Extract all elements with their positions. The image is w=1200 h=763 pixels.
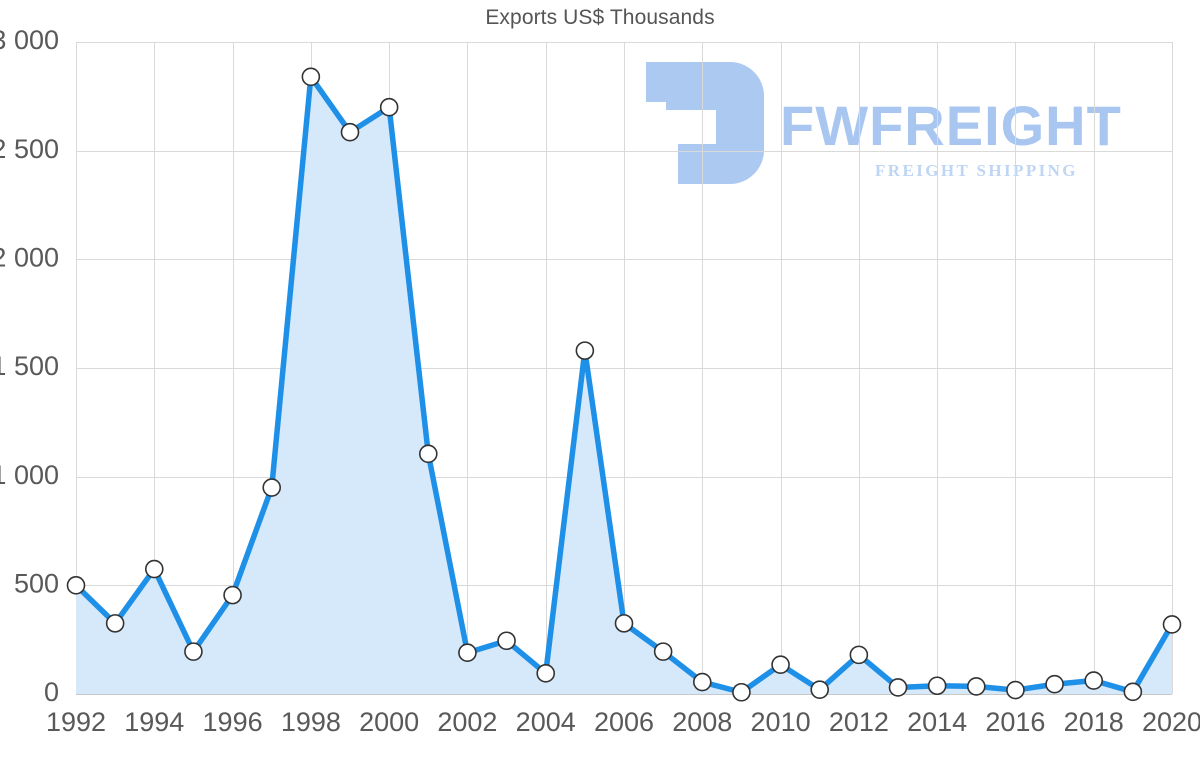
chart-title: Exports US$ Thousands <box>485 6 715 29</box>
data-point-marker <box>771 655 790 674</box>
watermark-tagline-text: FREIGHT SHIPPING <box>875 161 1078 180</box>
x-axis-tick-label: 2012 <box>829 707 889 737</box>
data-point-marker <box>888 678 908 697</box>
y-axis-tick-label: 3 000 <box>0 25 59 55</box>
x-axis-tick-label: 2014 <box>907 707 967 737</box>
watermark-logo-icon <box>646 62 764 184</box>
x-axis-tick-label: 2006 <box>594 707 654 737</box>
data-point-marker <box>418 444 438 464</box>
x-axis-tick-label: 1996 <box>203 707 263 737</box>
data-point-marker <box>1006 680 1025 700</box>
data-point-marker <box>262 478 282 497</box>
data-point-markers <box>66 67 1182 702</box>
data-point-marker <box>810 680 830 699</box>
y-axis-tick-labels: 0 500 1 000 1 500 2 000 2 500 3 000 <box>0 25 59 707</box>
data-point-marker <box>184 642 203 661</box>
data-point-marker <box>966 677 986 696</box>
watermark-brand-text: FWFREIGHT <box>780 94 1122 157</box>
y-axis-tick-label: 1 500 <box>0 351 59 381</box>
data-point-marker <box>927 676 947 696</box>
data-point-marker <box>1045 674 1064 694</box>
x-axis-tick-label: 2016 <box>985 707 1045 737</box>
data-point-marker <box>575 341 595 360</box>
data-point-marker <box>653 642 673 661</box>
data-point-marker <box>340 122 360 142</box>
data-point-marker <box>849 645 869 665</box>
data-point-marker <box>301 67 321 87</box>
x-axis-tick-label: 1994 <box>124 707 184 737</box>
x-axis-tick-label: 1992 <box>46 707 106 737</box>
data-point-marker <box>66 576 86 595</box>
x-axis-tick-label: 2020 <box>1142 707 1200 737</box>
data-point-marker <box>1162 615 1182 634</box>
y-axis-tick-label: 1 000 <box>0 460 59 490</box>
data-point-marker <box>458 643 477 663</box>
x-axis-tick-label: 1998 <box>281 707 341 737</box>
y-axis-tick-label: 2 500 <box>0 134 59 164</box>
y-axis-tick-label: 0 <box>44 677 59 707</box>
x-axis-tick-label: 2010 <box>751 707 811 737</box>
data-point-marker <box>379 97 399 117</box>
x-axis-tick-label: 2008 <box>672 707 732 737</box>
x-axis-tick-label: 2000 <box>359 707 419 737</box>
data-point-marker <box>614 614 634 633</box>
x-axis-tick-label: 2004 <box>516 707 576 737</box>
data-point-marker <box>1084 671 1104 690</box>
data-point-marker <box>732 682 751 702</box>
x-axis-tick-label: 2018 <box>1064 707 1124 737</box>
x-axis-tick-label: 2002 <box>437 707 497 737</box>
area-fill <box>76 76 1172 695</box>
data-point-marker <box>692 672 712 692</box>
watermark: FWFREIGHT FREIGHT SHIPPING <box>646 62 1122 184</box>
y-axis-tick-label: 500 <box>14 568 59 598</box>
data-point-marker <box>536 664 556 683</box>
data-point-marker <box>223 585 242 605</box>
y-axis-tick-label: 2 000 <box>0 242 59 272</box>
data-point-marker <box>144 559 164 579</box>
data-point-marker <box>105 614 125 633</box>
x-axis-tick-labels: 1992 1994 1996 1998 2000 2002 2004 2006 2008 2010… <box>46 707 1200 737</box>
data-point-marker <box>497 631 516 651</box>
data-point-marker <box>1123 682 1143 702</box>
